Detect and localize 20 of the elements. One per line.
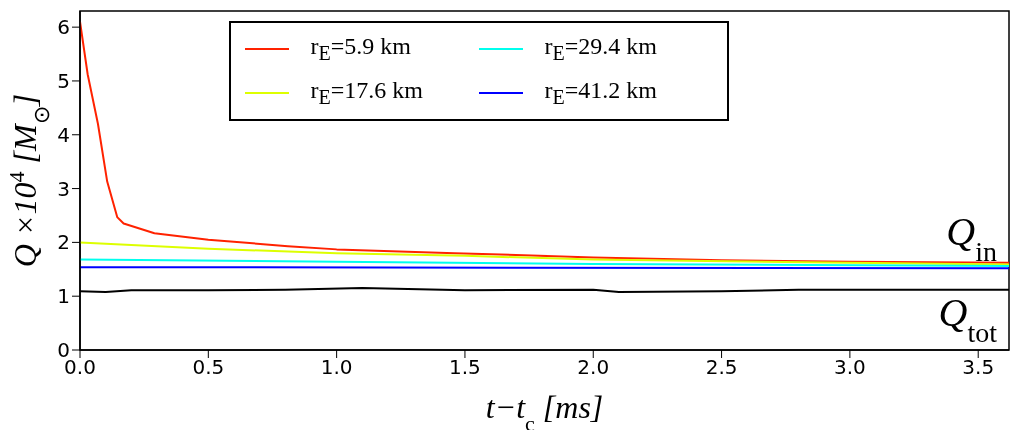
- y-tick-label: 3: [57, 176, 70, 201]
- legend-label: r$_{E}$=5.9 km: [310, 33, 411, 65]
- legend-label: r$_{E}$=29.4 km: [544, 33, 657, 65]
- legend-label: r$_{E}$=41.2 km: [544, 76, 657, 109]
- y-tick-label: 5: [57, 69, 70, 94]
- x-tick-label: 2.5: [705, 355, 738, 380]
- y-tick-label: 1: [57, 284, 70, 309]
- x-tick-label: 1.5: [449, 355, 481, 380]
- y-tick-label: 4: [57, 122, 70, 147]
- x-tick-label: 1.0: [320, 355, 353, 380]
- x-tick-label: 0.5: [192, 355, 225, 380]
- x-tick-label: 3.0: [833, 355, 866, 380]
- x-axis-title: t−t$_{c}$ [ms]: [485, 389, 604, 436]
- x-tick-label: 3.5: [962, 355, 995, 380]
- y-tick-label: 6: [57, 15, 70, 40]
- annotation: Q$_{in}$: [946, 209, 997, 267]
- y-tick-label: 2: [57, 230, 70, 255]
- annotation: Q$_{tot}$: [938, 289, 998, 348]
- x-tick-label: 2.0: [577, 355, 610, 380]
- legend-label: r$_{E}$=17.6 km: [310, 76, 423, 109]
